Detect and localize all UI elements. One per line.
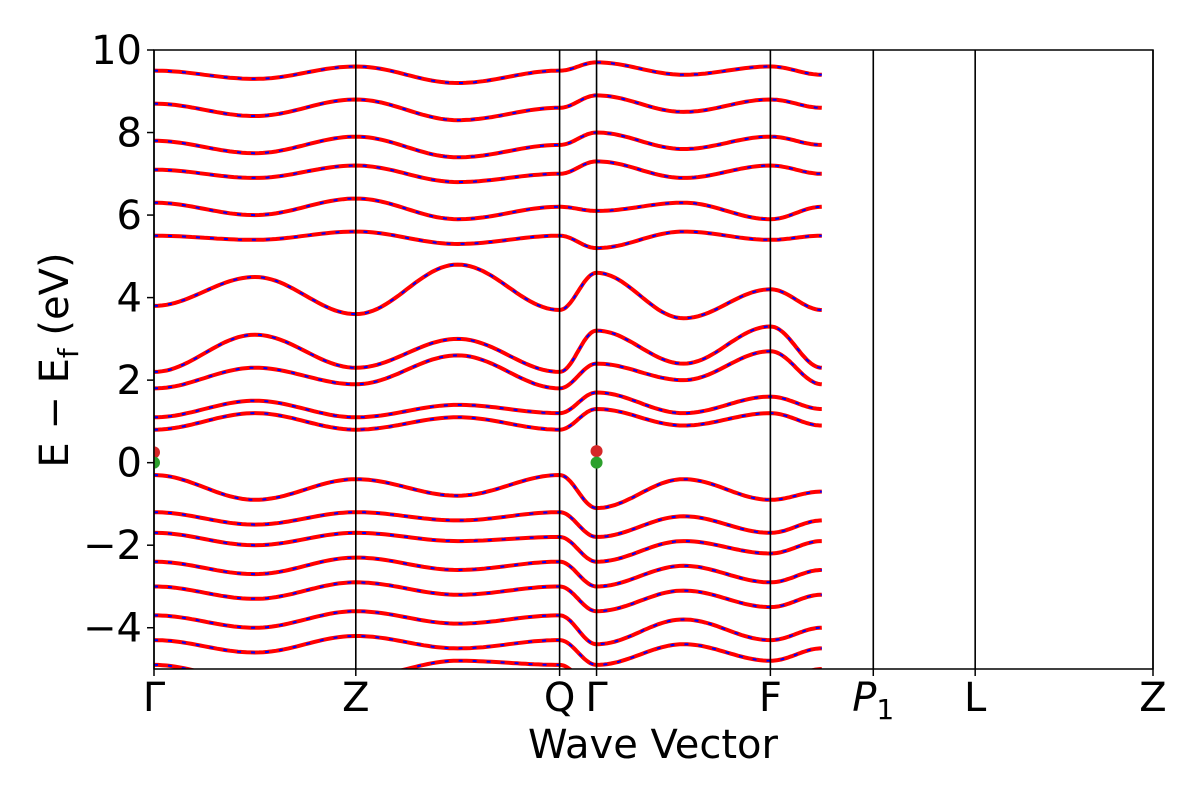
y-tick-label: 0 bbox=[117, 441, 142, 487]
y-tick-label: 8 bbox=[117, 111, 142, 157]
y-tick-label: 6 bbox=[117, 193, 142, 239]
x-tick-label-main: Q bbox=[544, 675, 575, 721]
y-axis-label-unit: (eV) bbox=[32, 252, 78, 348]
y-axis-label-main: E − E bbox=[32, 358, 78, 468]
x-tick-label-main: Z bbox=[342, 675, 369, 721]
x-tick-label-main: Γ bbox=[143, 675, 166, 721]
x-ticks-group: Γ Z Q Γ F P1 L Z bbox=[143, 669, 1167, 726]
y-tick-label: −4 bbox=[83, 606, 142, 652]
band-line-overlay bbox=[154, 325, 822, 373]
x-tick-label-main: P bbox=[852, 675, 877, 721]
extremum-marker bbox=[590, 445, 603, 458]
y-tick-label: 10 bbox=[91, 28, 142, 74]
markers-group bbox=[154, 445, 603, 469]
y-tick-label: 4 bbox=[117, 276, 142, 322]
band-line-overlay bbox=[154, 263, 822, 320]
x-axis-label: Wave Vector bbox=[528, 722, 779, 768]
x-tick-label-main: L bbox=[964, 675, 987, 721]
band-line-overlay bbox=[154, 391, 822, 419]
x-tick-label-main: Z bbox=[1139, 675, 1166, 721]
x-tick-label-main: F bbox=[759, 675, 782, 721]
x-tick-label-main: Γ bbox=[585, 675, 608, 721]
x-tick-label: Γ bbox=[143, 675, 166, 721]
y-axis-label-sub: f bbox=[52, 347, 85, 358]
x-tick-label: P1 bbox=[852, 675, 894, 726]
y-axis-label: E − Ef (eV) bbox=[32, 252, 85, 467]
x-tick-label-sub: 1 bbox=[876, 693, 894, 726]
plot-frame bbox=[153, 49, 1154, 670]
x-tick-label: Γ bbox=[585, 675, 608, 721]
x-tick-label: F bbox=[759, 675, 782, 721]
x-tick-label: Z bbox=[342, 675, 369, 721]
y-ticks-group: −4 −2 0 2 4 6 8 10 bbox=[83, 28, 154, 652]
y-tick-label: −2 bbox=[83, 523, 142, 569]
x-tick-label: Q bbox=[544, 675, 575, 721]
x-tick-label: Z bbox=[1139, 675, 1166, 721]
x-tick-label: L bbox=[964, 675, 987, 721]
extremum-marker bbox=[154, 456, 160, 469]
extremum-marker bbox=[154, 446, 160, 459]
band-line-overlay bbox=[154, 473, 822, 510]
y-tick-label: 2 bbox=[117, 358, 142, 404]
extremum-marker bbox=[590, 456, 603, 469]
